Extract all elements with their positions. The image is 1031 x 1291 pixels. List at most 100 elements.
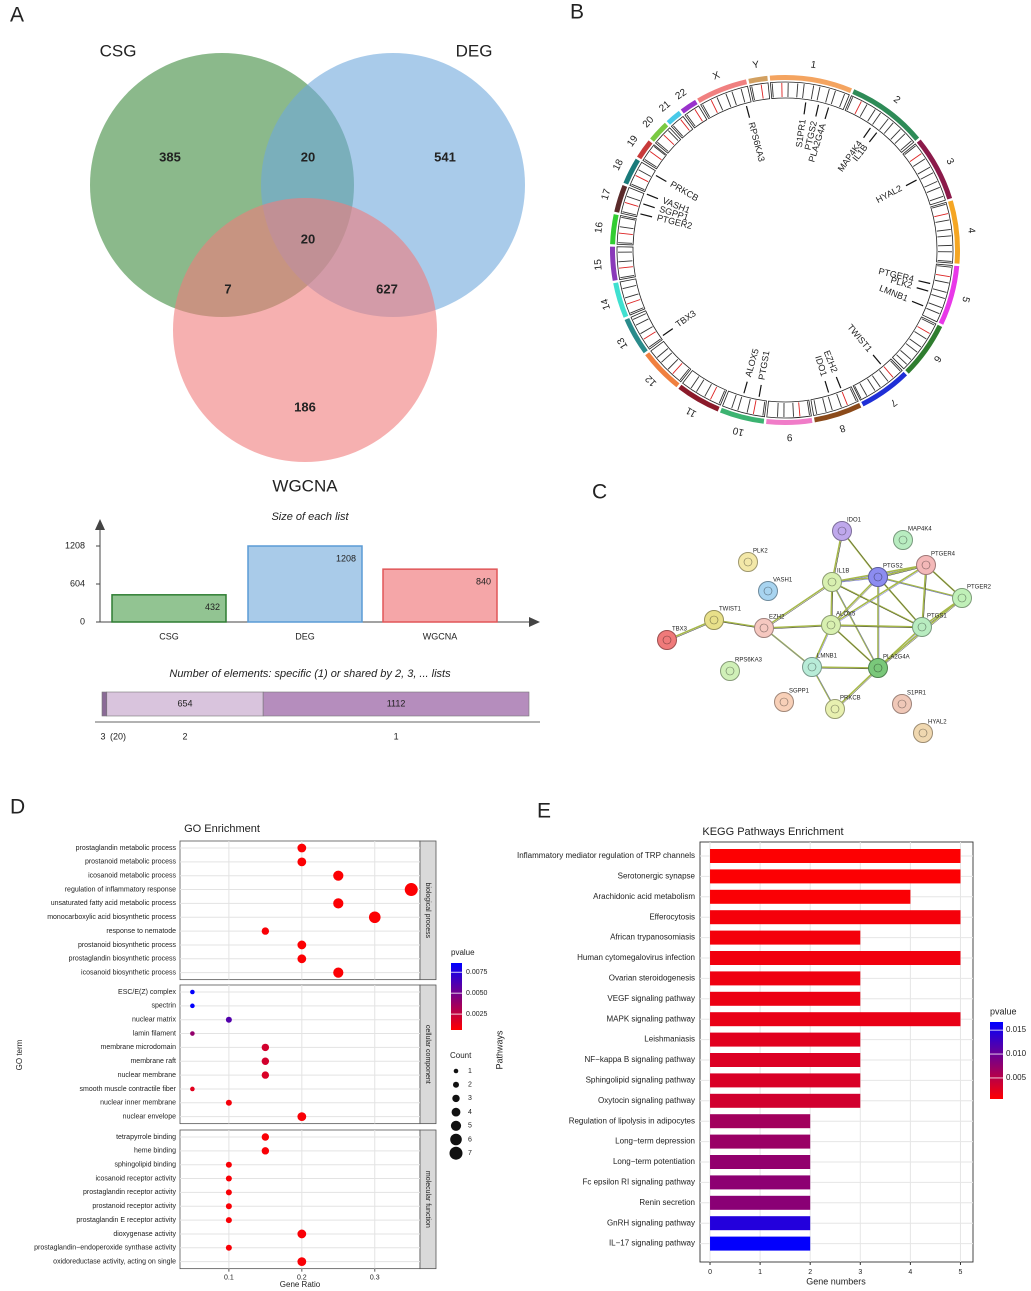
colorbar-label: 0.0025 (466, 1011, 488, 1018)
node-icon (873, 572, 883, 582)
node-icon (662, 635, 672, 645)
dot (190, 989, 195, 995)
bar (710, 889, 911, 904)
band (752, 400, 757, 415)
chart-title: Size of each list (271, 511, 349, 523)
chromosome-label: 18 (611, 157, 626, 172)
band (771, 83, 774, 98)
chromosome-label: 17 (600, 187, 614, 201)
bar (710, 971, 861, 986)
size-key-label: 1 (468, 1068, 472, 1075)
facet-strip (419, 1129, 437, 1270)
band (896, 354, 908, 365)
band (663, 134, 675, 146)
y-tick-label: tetrapyrrole binding (116, 1134, 176, 1141)
x-tick-label: 0 (708, 1269, 712, 1276)
gene-tick (745, 105, 751, 118)
y-tick-label: prostaglandin receptor activity (83, 1189, 176, 1196)
gene-tick (662, 328, 674, 336)
band (686, 114, 696, 127)
band (854, 101, 862, 115)
band (825, 88, 830, 103)
y-tick-label: heme binding (134, 1148, 176, 1155)
band (624, 202, 639, 207)
dot (225, 1217, 232, 1224)
edge (831, 577, 880, 627)
dot (261, 1147, 270, 1155)
node-label: SGPP1 (789, 689, 810, 695)
facet-strip (419, 984, 437, 1125)
band (710, 386, 718, 400)
x-tick-label: 1 (758, 1269, 762, 1276)
node-icon (826, 620, 836, 630)
chromosome-arc (852, 89, 920, 141)
chromosome-arc (697, 79, 748, 103)
band (813, 400, 818, 415)
y-tick-label: sphingolipid binding (115, 1162, 177, 1169)
node-label: MAP4K4 (908, 527, 932, 533)
dot (333, 870, 344, 881)
band (680, 119, 690, 131)
gene-tick (911, 300, 924, 307)
band (929, 195, 944, 202)
y-tick-label: prostanoid biosynthetic process (78, 942, 177, 949)
band (710, 99, 718, 113)
dot (297, 1229, 307, 1239)
dot (297, 1257, 307, 1267)
chromosome-label: 19 (625, 133, 641, 149)
colorbar-label: 0.0075 (466, 969, 488, 976)
band (883, 122, 894, 134)
dot (190, 1086, 195, 1092)
bar (710, 1155, 811, 1169)
y-tick-label: NF−kappa B signaling pathway (584, 1055, 695, 1064)
chromosome-label: 20 (641, 114, 657, 130)
band (836, 393, 842, 408)
band (935, 274, 950, 278)
edge (831, 565, 928, 627)
ideogram (852, 358, 903, 401)
node-label: PTGS2 (883, 564, 903, 570)
band (796, 83, 799, 98)
facet-label: cellular component (424, 1025, 431, 1084)
size-key-label: 7 (468, 1150, 472, 1157)
chromosome-arc (766, 417, 813, 425)
dot (225, 1016, 232, 1023)
y-tick-label: Long−term potentiation (613, 1157, 695, 1166)
bar-value-label: 840 (476, 577, 491, 587)
chromosome-arc (624, 318, 648, 354)
band (935, 219, 950, 223)
chromosome-label: 8 (837, 422, 846, 434)
band (841, 391, 848, 406)
ideogram (642, 144, 668, 170)
size-key-label: 5 (468, 1123, 472, 1130)
chart-title: KEGG Pathways Enrichment (702, 826, 843, 838)
y-tick-label: prostaglandin metabolic process (76, 845, 177, 852)
band (643, 331, 656, 340)
facet-label: molecular function (424, 1171, 431, 1228)
chromosome-arc (623, 158, 640, 185)
dot (297, 940, 307, 950)
bar (710, 1073, 861, 1088)
node-label: ALOX5 (836, 612, 856, 618)
band (630, 307, 644, 314)
venn-count: 7 (224, 281, 231, 296)
band (867, 378, 876, 391)
node (868, 658, 888, 678)
y-tick-label: 0 (80, 616, 85, 626)
band (619, 226, 634, 230)
panel-label: C (592, 481, 607, 504)
venn-count: 20 (301, 231, 315, 246)
node-label: TBX3 (672, 627, 688, 633)
dot (261, 927, 270, 935)
node (754, 618, 774, 638)
x-tick-label: DEG (295, 631, 315, 641)
band (672, 362, 683, 374)
chromosome-arc (614, 184, 628, 213)
chromosome-label: 5 (959, 295, 971, 304)
colorbar-label: 0.005 (1006, 1073, 1027, 1082)
chromosome-arc (610, 246, 618, 281)
node (657, 630, 677, 650)
band (827, 396, 833, 411)
ideogram (891, 316, 937, 370)
ideogram (722, 390, 767, 418)
